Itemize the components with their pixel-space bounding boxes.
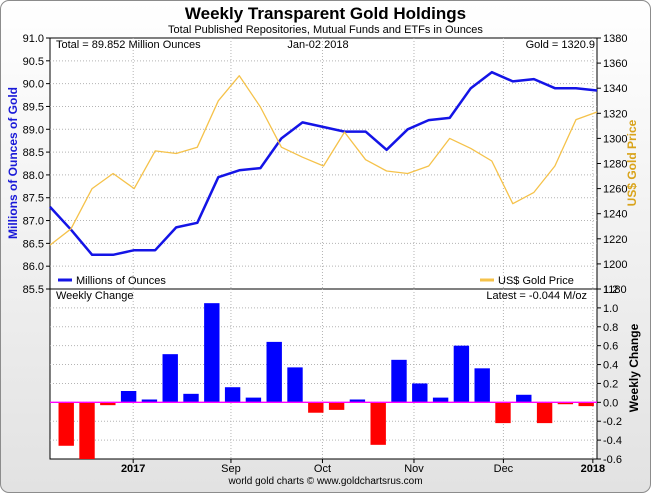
chart-title: Weekly Transparent Gold Holdings bbox=[184, 4, 467, 23]
x-tick-label: Sep bbox=[221, 463, 241, 475]
weekly-change-bar bbox=[432, 397, 449, 403]
weekly-change-bar bbox=[100, 402, 116, 406]
y-tick-label-right: 1300 bbox=[603, 133, 627, 145]
bottom-plot-area bbox=[49, 288, 598, 460]
weekly-change-bar bbox=[536, 402, 553, 424]
weekly-change-bar bbox=[308, 402, 324, 413]
gold-price-readout: Gold = 1320.9 bbox=[526, 39, 595, 51]
x-tick-label: Dec bbox=[494, 463, 514, 475]
y-tick-label-right: 1280 bbox=[603, 159, 627, 171]
weekly-change-bar bbox=[266, 341, 282, 403]
weekly-change-bar bbox=[183, 393, 199, 403]
weekly-change-bar bbox=[495, 402, 511, 424]
weekly-change-bar bbox=[578, 402, 594, 407]
x-tick-label: 2018 bbox=[581, 463, 605, 475]
y-tick-label-left: 87.0 bbox=[23, 216, 44, 228]
y-axis-label-left: Millions of Ounces of Gold bbox=[6, 87, 20, 239]
y-tick-label-left: 89.5 bbox=[23, 101, 44, 113]
y-tick-label-change: 1.2 bbox=[603, 284, 618, 296]
y-tick-label-right: 1180 bbox=[603, 284, 627, 296]
chart-footer-credit: world gold charts © www.goldchartsrus.co… bbox=[228, 476, 423, 487]
y-tick-label-change: -0.6 bbox=[603, 454, 622, 466]
weekly-change-bar bbox=[412, 383, 428, 403]
y-tick-label-left: 90.0 bbox=[23, 79, 44, 91]
weekly-change-bar bbox=[474, 368, 490, 403]
y-tick-label-left: 88.5 bbox=[23, 147, 44, 159]
y-tick-label-change: 1.0 bbox=[603, 303, 618, 315]
y-tick-label-change: 0.4 bbox=[603, 360, 618, 372]
weekly-change-bar bbox=[141, 399, 158, 403]
y-tick-label-left: 85.5 bbox=[23, 284, 44, 296]
weekly-change-bar bbox=[245, 397, 262, 403]
weekly-change-bar bbox=[453, 345, 470, 403]
latest-change-readout: Latest = -0.044 M/oz bbox=[486, 290, 587, 302]
weekly-change-axis-label: Weekly Change bbox=[627, 323, 641, 412]
x-tick-label: Oct bbox=[314, 463, 331, 475]
weekly-change-bar bbox=[370, 402, 386, 445]
date-readout: Jan-02 2018 bbox=[287, 39, 348, 51]
weekly-change-title: Weekly Change bbox=[56, 290, 133, 302]
series-line-holdings bbox=[49, 70, 598, 257]
grid-lines bbox=[50, 38, 597, 459]
y-tick-label-change: -0.2 bbox=[603, 416, 622, 428]
y-tick-label-right: 1320 bbox=[603, 108, 627, 120]
weekly-change-bar bbox=[162, 354, 178, 403]
y-tick-label-right: 1220 bbox=[603, 234, 627, 246]
y-tick-label-change: 0.0 bbox=[603, 397, 618, 409]
weekly-change-bar bbox=[349, 399, 366, 403]
weekly-change-bar bbox=[328, 402, 345, 410]
weekly-change-bar bbox=[79, 402, 95, 459]
y-tick-label-right: 1260 bbox=[603, 184, 627, 196]
legend-label-gold: US$ Gold Price bbox=[498, 275, 574, 287]
y-tick-label-right: 1240 bbox=[603, 209, 627, 221]
weekly-change-bar bbox=[287, 367, 303, 403]
y-tick-label-left: 89.0 bbox=[23, 124, 44, 136]
y-tick-label-change: -0.4 bbox=[603, 435, 622, 447]
y-tick-label-left: 86.0 bbox=[23, 261, 44, 273]
total-holdings-readout: Total = 89.852 Million Ounces bbox=[56, 39, 201, 51]
y-tick-label-left: 91.0 bbox=[23, 33, 44, 45]
y-tick-label-right: 1380 bbox=[603, 33, 627, 45]
y-tick-label-left: 86.5 bbox=[23, 238, 44, 250]
y-tick-label-left: 90.5 bbox=[23, 56, 44, 68]
weekly-change-bar bbox=[204, 303, 220, 403]
legend-label-holdings: Millions of Ounces bbox=[76, 275, 166, 287]
top-plot-area bbox=[49, 37, 598, 290]
axes: 85.5 86.0 86.5 87.0 87.5 88.0 88.5 89.0 89.5 90.0… bbox=[23, 33, 628, 475]
y-tick-label-right: 1200 bbox=[603, 259, 627, 271]
weekly-change-bar bbox=[391, 359, 407, 403]
chart-marks bbox=[49, 70, 598, 459]
legend: Millions of Ounces US$ Gold Price bbox=[58, 275, 574, 287]
x-tick-label: Nov bbox=[404, 463, 424, 475]
y-tick-label-left: 87.5 bbox=[23, 193, 44, 205]
axis-labels: Total = 89.852 Million Ounces Jan-02 201… bbox=[6, 39, 641, 412]
y-tick-label-change: 0.8 bbox=[603, 322, 618, 334]
weekly-change-bar bbox=[557, 402, 574, 405]
weekly-change-bar bbox=[120, 391, 137, 403]
weekly-change-bar bbox=[58, 402, 74, 446]
weekly-change-bar bbox=[224, 387, 241, 403]
y-tick-label-change: 0.6 bbox=[603, 341, 618, 353]
y-tick-label-change: 0.2 bbox=[603, 378, 618, 390]
chart-subtitle: Total Published Repositories, Mutual Fun… bbox=[168, 24, 483, 36]
series-line-gold-price bbox=[49, 75, 598, 246]
weekly-change-bar bbox=[516, 394, 532, 403]
plot-backgrounds bbox=[49, 37, 598, 460]
x-tick-label: 2017 bbox=[121, 463, 145, 475]
y-tick-label-left: 88.0 bbox=[23, 170, 44, 182]
y-tick-label-right: 1360 bbox=[603, 58, 627, 70]
y-axis-label-right: US$ Gold Price bbox=[625, 119, 639, 206]
y-tick-label-right: 1340 bbox=[603, 83, 627, 95]
